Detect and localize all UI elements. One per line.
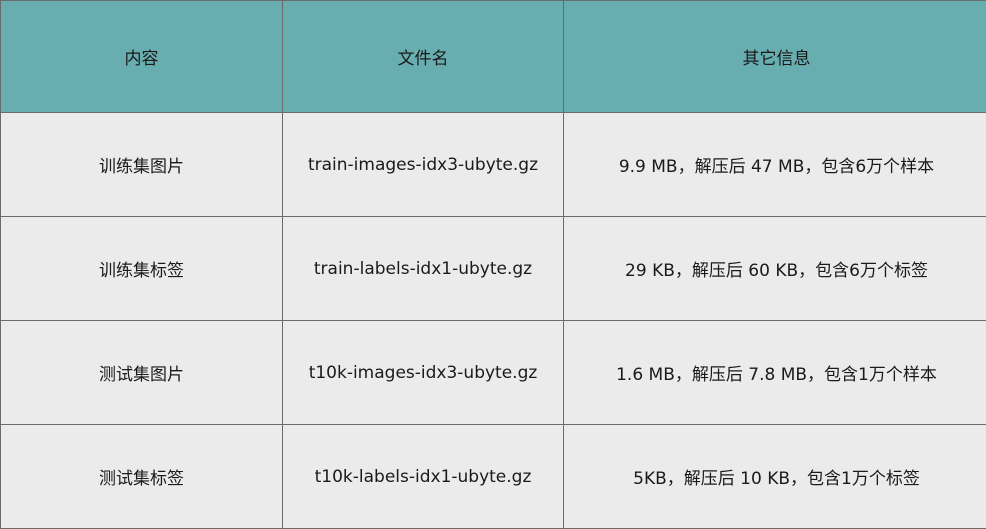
cell-other-info: 29 KB，解压后 60 KB，包含6万个标签 (563, 216, 986, 321)
cell-filename: train-images-idx3-ubyte.gz (282, 112, 564, 217)
table-row: 测试集图片 t10k-images-idx3-ubyte.gz 1.6 MB，解… (0, 320, 986, 425)
cell-filename: t10k-labels-idx1-ubyte.gz (282, 424, 564, 529)
table-row: 训练集标签 train-labels-idx1-ubyte.gz 29 KB，解… (0, 216, 986, 321)
header-content: 内容 (0, 0, 283, 113)
table-row: 测试集标签 t10k-labels-idx1-ubyte.gz 5KB，解压后 … (0, 424, 986, 529)
cell-content: 训练集标签 (0, 216, 283, 321)
header-filename: 文件名 (282, 0, 564, 113)
table-row: 训练集图片 train-images-idx3-ubyte.gz 9.9 MB，… (0, 112, 986, 217)
cell-filename: t10k-images-idx3-ubyte.gz (282, 320, 564, 425)
cell-content: 测试集图片 (0, 320, 283, 425)
cell-filename: train-labels-idx1-ubyte.gz (282, 216, 564, 321)
cell-other-info: 1.6 MB，解压后 7.8 MB，包含1万个样本 (563, 320, 986, 425)
cell-content: 测试集标签 (0, 424, 283, 529)
header-other-info: 其它信息 (563, 0, 986, 113)
cell-other-info: 9.9 MB，解压后 47 MB，包含6万个样本 (563, 112, 986, 217)
cell-content: 训练集图片 (0, 112, 283, 217)
header-row: 内容 文件名 其它信息 (0, 0, 986, 113)
cell-other-info: 5KB，解压后 10 KB，包含1万个标签 (563, 424, 986, 529)
